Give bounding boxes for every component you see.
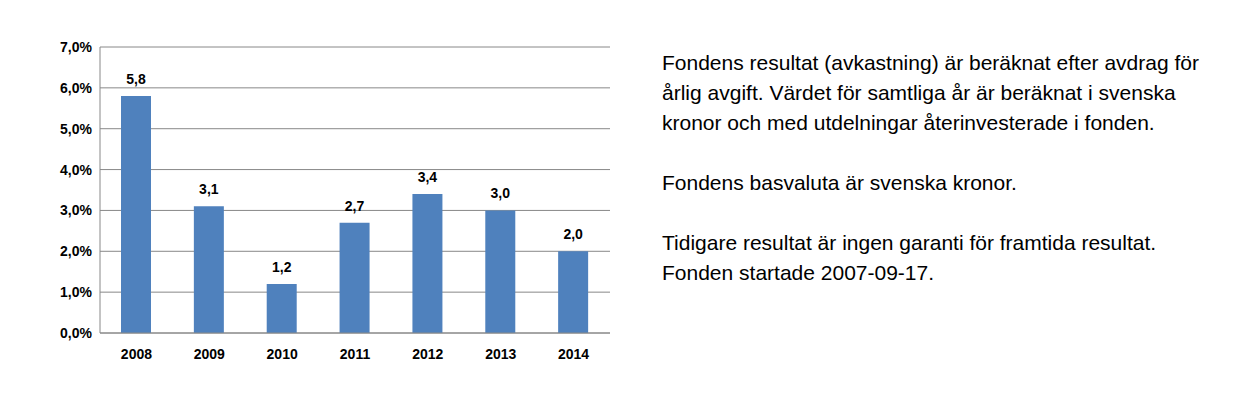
svg-text:2013: 2013 [485,346,516,362]
svg-text:3,0: 3,0 [491,185,511,201]
svg-text:2012: 2012 [412,346,443,362]
svg-text:2011: 2011 [340,346,371,362]
svg-text:2010: 2010 [267,346,298,362]
svg-text:4,0%: 4,0% [60,162,92,178]
html-text:Fondens resultat (avkastning): Fondens resultat (avkastning) är beräkna… [662,51,1199,134]
svg-text:0,0%: 0,0% [60,325,92,341]
svg-text:1,0%: 1,0% [60,284,92,300]
svg-text:2009: 2009 [194,346,225,362]
html-text:Tidigare resultat är ingen gar: Tidigare resultat är ingen garanti för f… [662,231,1157,284]
svg-text:2,0: 2,0 [563,226,583,242]
svg-text:2008: 2008 [121,346,152,362]
svg-text:5,8: 5,8 [126,71,146,87]
svg-text:3,1: 3,1 [199,181,219,197]
svg-text:7,0%: 7,0% [60,39,92,55]
svg-text:6,0%: 6,0% [60,80,92,96]
svg-text:2,7: 2,7 [345,198,365,214]
svg-text:5,0%: 5,0% [60,121,92,137]
svg-text:1,2: 1,2 [272,259,292,275]
svg-text:3,4: 3,4 [418,169,438,185]
svg-text:2014: 2014 [558,346,589,362]
html-text:Fondens basvaluta är svenska k: Fondens basvaluta är svenska kronor. [662,171,1017,194]
svg-text:2,0%: 2,0% [60,243,92,259]
svg-text:3,0%: 3,0% [60,202,92,218]
